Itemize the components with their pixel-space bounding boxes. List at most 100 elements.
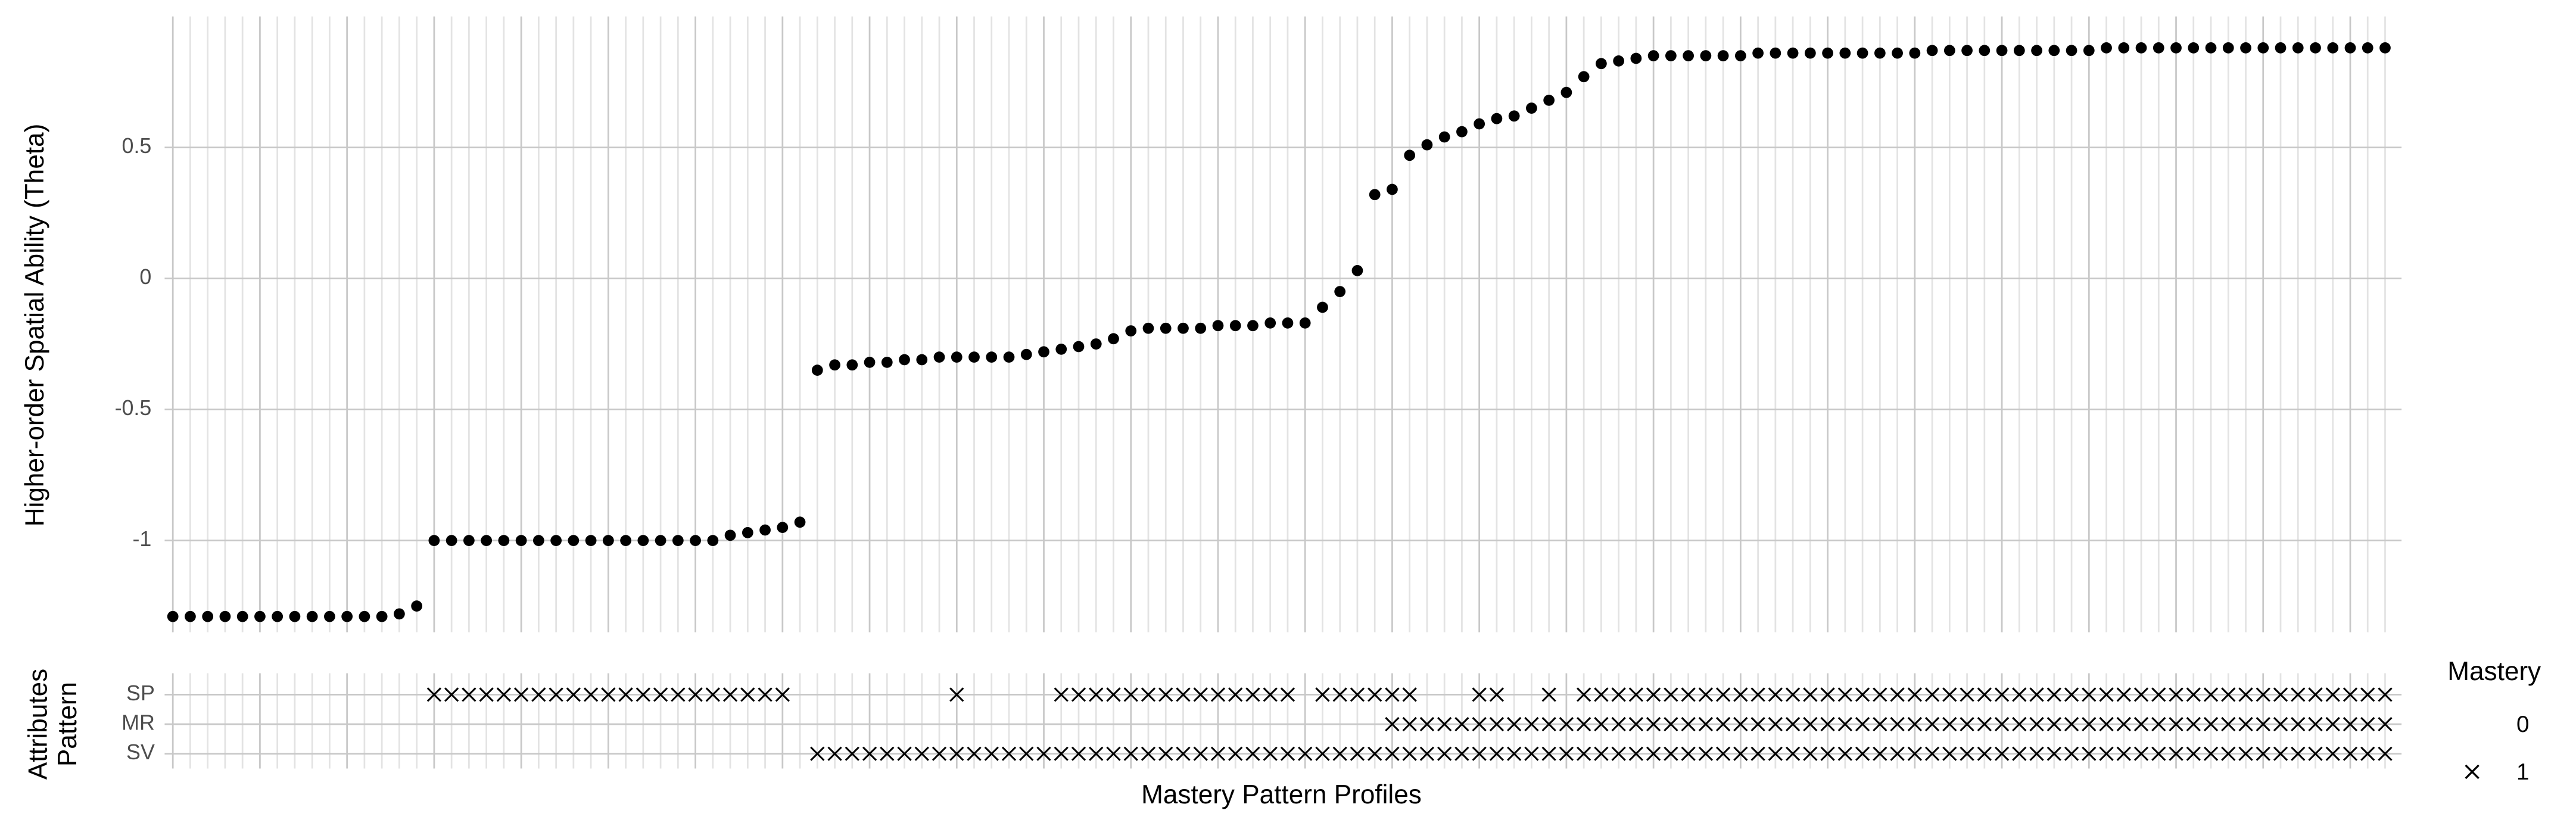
mastery-mark xyxy=(1803,746,1818,761)
mastery-mark xyxy=(426,687,441,702)
mastery-mark xyxy=(1994,687,2010,702)
mastery-mark xyxy=(2221,687,2236,702)
point xyxy=(2344,42,2356,54)
mastery-mark xyxy=(1768,716,1783,732)
mastery-mark xyxy=(1837,687,1852,702)
point xyxy=(620,535,631,546)
point xyxy=(2118,42,2130,54)
mastery-mark xyxy=(845,746,859,761)
point xyxy=(359,610,370,622)
mastery-mark xyxy=(1664,746,1678,761)
point xyxy=(1264,317,1276,329)
mastery-mark xyxy=(1750,687,1765,702)
mastery-mark xyxy=(2273,716,2288,732)
point xyxy=(481,535,492,546)
point xyxy=(1474,118,1485,130)
point xyxy=(2083,45,2095,57)
point xyxy=(463,535,475,546)
mastery-mark xyxy=(583,687,599,702)
mastery-mark xyxy=(1280,746,1295,761)
mastery-mark xyxy=(862,746,877,761)
mastery-mark xyxy=(949,746,964,761)
mastery-mark xyxy=(2291,687,2306,702)
mastery-mark xyxy=(775,687,790,702)
mastery-mark xyxy=(1089,687,1104,702)
mastery-mark xyxy=(2273,746,2288,761)
mastery-mark xyxy=(1750,716,1765,732)
mastery-mark xyxy=(1681,746,1696,761)
mastery-mark xyxy=(1907,746,1922,761)
point xyxy=(341,610,353,622)
mastery-mark xyxy=(1402,716,1417,732)
point xyxy=(2135,42,2147,54)
mastery-mark xyxy=(636,687,650,702)
y-tick-label: -0.5 xyxy=(115,396,152,420)
mastery-mark xyxy=(1646,746,1661,761)
mastery-mark xyxy=(479,687,494,702)
mastery-mark xyxy=(2133,687,2149,702)
mastery-mark xyxy=(1054,687,1069,702)
point xyxy=(968,351,980,363)
mastery-mark xyxy=(1385,746,1400,761)
mastery-mark xyxy=(1977,716,1992,732)
mastery-mark xyxy=(1786,687,1801,702)
mastery-mark xyxy=(1245,687,1260,702)
mastery-mark xyxy=(1628,716,1643,732)
mastery-mark xyxy=(932,746,947,761)
mastery-mark xyxy=(1210,687,1226,702)
point xyxy=(1073,341,1085,353)
mastery-mark xyxy=(2116,746,2131,761)
mastery-mark xyxy=(1158,687,1173,702)
mastery-mark xyxy=(1646,716,1661,732)
mastery-mark xyxy=(1924,687,1940,702)
mastery-mark xyxy=(2343,716,2358,732)
point xyxy=(637,535,649,546)
mastery-mark xyxy=(1994,746,2010,761)
point xyxy=(759,524,771,536)
mastery-mark xyxy=(1036,746,1051,761)
point xyxy=(794,516,806,528)
mastery-mark xyxy=(2099,746,2114,761)
mastery-mark xyxy=(827,746,842,761)
mastery-mark xyxy=(949,687,964,702)
mastery-mark xyxy=(2099,716,2114,732)
mastery-mark xyxy=(1942,746,1957,761)
point xyxy=(1857,47,1868,59)
mastery-mark xyxy=(2116,687,2131,702)
mastery-mark xyxy=(2238,746,2253,761)
mastery-mark xyxy=(1750,746,1765,761)
mastery-mark xyxy=(1890,687,1905,702)
point xyxy=(2066,45,2077,57)
legend-label: 0 xyxy=(2516,712,2529,737)
mastery-mark xyxy=(2378,716,2393,732)
mastery-mark xyxy=(1176,687,1191,702)
pattern-axis-title: Attributes xyxy=(23,669,52,780)
point xyxy=(951,351,963,363)
mastery-mark xyxy=(1873,746,1887,761)
point xyxy=(1560,86,1572,98)
mastery-mark xyxy=(2012,746,2027,761)
point xyxy=(550,535,562,546)
mastery-mark xyxy=(2133,746,2149,761)
point xyxy=(2275,42,2287,54)
mastery-mark xyxy=(2308,716,2323,732)
pattern-row-label: MR xyxy=(122,711,155,735)
mastery-mark xyxy=(1263,687,1278,702)
mastery-mark xyxy=(2169,746,2183,761)
mastery-mark xyxy=(2203,746,2219,761)
mastery-mark xyxy=(2082,687,2097,702)
point xyxy=(2188,42,2200,54)
mastery-mark xyxy=(2256,746,2270,761)
mastery-mark xyxy=(1280,687,1295,702)
point xyxy=(811,364,823,376)
mastery-mark xyxy=(914,746,929,761)
mastery-mark xyxy=(2291,746,2306,761)
mastery-mark xyxy=(1733,746,1748,761)
mastery-mark xyxy=(1507,746,1522,761)
mastery-mark xyxy=(1019,746,1034,761)
mastery-mark xyxy=(2343,746,2358,761)
mastery-mark xyxy=(1628,746,1643,761)
point xyxy=(672,535,684,546)
point xyxy=(1839,47,1851,59)
point xyxy=(846,359,858,371)
